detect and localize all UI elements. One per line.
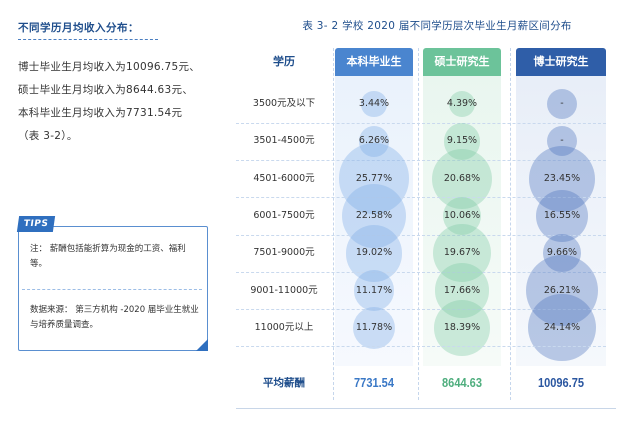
- bubble-doctor: [526, 254, 598, 327]
- header-master: 硕士研究生: [423, 48, 501, 76]
- corner-decoration: [196, 339, 208, 351]
- cell-value-doctor: 23.45%: [543, 172, 581, 184]
- row-label: 3500元及以下: [252, 98, 316, 109]
- average-salary-bachelor: 7731.54: [354, 375, 394, 390]
- bubble-doctor: [529, 145, 595, 212]
- row-separator: [236, 271, 606, 273]
- row-separator: [236, 309, 606, 311]
- cell-value-master: 20.68%: [443, 172, 481, 184]
- row-label: 3501-4500元: [253, 135, 315, 147]
- cell-value-master: 18.39%: [443, 321, 481, 333]
- cell-value-master: 9.15%: [446, 135, 478, 147]
- cell-value-doctor: 16.55%: [543, 209, 581, 221]
- cell-value-doctor: 9.66%: [546, 247, 578, 259]
- row-separator: [236, 122, 606, 124]
- bubble-doctor: [528, 294, 596, 362]
- bubble-master: [448, 90, 476, 118]
- row-separator: [236, 197, 606, 199]
- cell-value-bachelor: 11.17%: [355, 284, 393, 296]
- bubble-master: [443, 122, 481, 160]
- cell-value-doctor: -: [560, 135, 564, 147]
- average-salary-doctor: 10096.75: [537, 375, 585, 390]
- summary-line: 硕士毕业生月均收入为8644.63元、: [18, 84, 194, 96]
- column-background-boshi: [516, 76, 606, 366]
- average-salary-master: 8644.63: [442, 375, 482, 390]
- cell-value-bachelor: 25.77%: [355, 172, 393, 184]
- column-divider: [418, 48, 419, 400]
- cell-value-bachelor: 11.78%: [355, 321, 393, 333]
- cell-value-master: 4.39%: [446, 98, 478, 109]
- cell-value-bachelor: 3.44%: [358, 98, 390, 109]
- cell-value-bachelor: 6.26%: [358, 135, 390, 147]
- bubble-master: [442, 196, 482, 236]
- row-separator: [236, 346, 606, 348]
- cell-value-doctor: -: [560, 98, 564, 109]
- cell-value-master: 10.06%: [443, 209, 481, 221]
- bubble-bachelor: [341, 183, 407, 248]
- cell-value-doctor: 26.21%: [543, 284, 581, 296]
- cell-value-bachelor: 22.58%: [355, 209, 393, 221]
- bubble-bachelor: [361, 91, 387, 117]
- tips-note: 注： 薪酬包括能折算为现金的工资、福利等。: [30, 244, 186, 269]
- bubble-doctor: [547, 89, 577, 119]
- bubble-master: [434, 263, 489, 318]
- column-background-shuoshi: [423, 76, 501, 366]
- bubble-doctor: [547, 126, 577, 157]
- row-label: 4501-6000元: [253, 172, 315, 184]
- row-label: 11000元以上: [254, 321, 314, 333]
- summary-line: 博士毕业生月均收入为10096.75元、: [18, 61, 201, 73]
- cell-value-doctor: 24.14%: [543, 321, 581, 333]
- average-salary-label: 平均薪酬: [263, 377, 305, 389]
- tips-divider: [22, 289, 202, 290]
- bubble-master: [434, 300, 490, 356]
- summary-line: （表 3-2）。: [18, 130, 78, 142]
- cell-value-master: 19.67%: [443, 247, 481, 259]
- bubble-bachelor: [353, 270, 395, 311]
- section-heading: 不同学历月均收入分布：: [18, 20, 158, 40]
- tips-box: [18, 226, 208, 351]
- cell-value-bachelor: 19.02%: [355, 247, 393, 259]
- row-label: 7501-9000元: [253, 247, 315, 259]
- bubble-master: [431, 148, 493, 209]
- column-background-benke: [335, 76, 413, 366]
- summary-line: 本科毕业生月均收入为7731.54元: [18, 107, 183, 119]
- income-summary: 博士毕业生月均收入为10096.75元、 硕士毕业生月均收入为8644.63元、…: [18, 56, 226, 148]
- column-divider: [510, 48, 511, 400]
- bubble-doctor: [536, 190, 588, 242]
- header-education: 学历: [273, 55, 295, 68]
- row-label: 9001-11000元: [250, 284, 318, 296]
- cell-value-master: 17.66%: [443, 284, 481, 296]
- data-source-note: 数据来源： 第三方机构 -2020 届毕业生就业与培养质量调查。: [30, 305, 199, 330]
- row-separator: [236, 234, 606, 236]
- table-title: 表 3- 2 学校 2020 届不同学历层次毕业生月薪区间分布: [302, 20, 572, 32]
- bubble-doctor: [543, 234, 581, 273]
- header-bachelor: 本科毕业生: [335, 48, 413, 76]
- bubble-bachelor: [358, 125, 390, 157]
- column-divider: [333, 48, 334, 400]
- bubble-bachelor: [338, 143, 410, 214]
- row-label: 6001-7500元: [253, 209, 315, 221]
- table-bottom-rule: [236, 408, 616, 409]
- row-separator: [236, 159, 606, 161]
- bubble-bachelor: [352, 306, 395, 349]
- header-doctor: 博士研究生: [516, 48, 606, 76]
